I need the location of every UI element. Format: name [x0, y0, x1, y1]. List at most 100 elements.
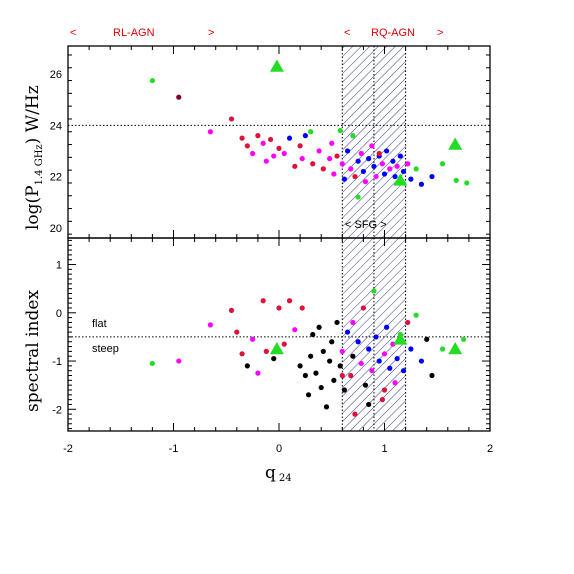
- top-ylabel-main: log(P: [23, 185, 43, 230]
- bottom-point: [384, 324, 390, 330]
- bottom-point: [371, 288, 377, 294]
- bottom-point: [318, 384, 324, 391]
- top-point: [149, 77, 155, 84]
- x-tick-label: -2: [63, 443, 73, 455]
- bottom-point: [369, 368, 375, 374]
- top-point: [339, 161, 345, 167]
- bottom-point: [316, 324, 322, 330]
- bottom-point: [337, 363, 343, 369]
- bottom-point: [429, 372, 435, 379]
- top-point: [418, 181, 425, 187]
- bottom-point: [271, 356, 277, 362]
- sfg-band-top: [341, 46, 407, 238]
- bottom-point: [228, 307, 235, 313]
- top-point: [369, 143, 375, 149]
- bottom-point: [260, 298, 266, 304]
- top-point: [344, 148, 351, 154]
- sfg-label: < SFG >: [345, 219, 387, 231]
- rq-agn-label: RQ-AGN: [371, 27, 415, 39]
- rq-agn-right-arrow: >: [437, 27, 443, 39]
- top-point: [366, 156, 372, 162]
- top-point: [286, 135, 293, 141]
- top-point: [320, 166, 326, 172]
- top-point: [316, 148, 322, 154]
- bottom-y-tick-label: -1: [52, 356, 62, 368]
- top-point: [207, 129, 214, 135]
- top-y-tick-label: 24: [50, 120, 62, 132]
- top-point: [244, 143, 250, 149]
- bottom-point: [323, 404, 330, 410]
- top-y-tick-label: 22: [50, 172, 62, 184]
- bottom-point: [329, 339, 335, 345]
- top-triangle-marker: [269, 59, 284, 72]
- top-point: [397, 153, 403, 159]
- top-point: [310, 161, 316, 167]
- top-point: [276, 145, 282, 151]
- top-y-tick-label: 20: [50, 223, 62, 235]
- bottom-point: [379, 397, 385, 403]
- bottom-point: [376, 358, 382, 364]
- bottom-point: [308, 353, 314, 359]
- bottom-point: [352, 411, 358, 417]
- top-point: [429, 173, 435, 180]
- axis-ticks: [67, 46, 491, 431]
- top-point: [390, 158, 396, 164]
- top-ylabel-end: ) W/Hz: [23, 85, 43, 144]
- top-point: [371, 163, 377, 169]
- bottom-point: [302, 372, 308, 379]
- bottom-point: [355, 339, 361, 345]
- bottom-point: [366, 346, 372, 352]
- top-point: [292, 163, 298, 169]
- bottom-y-tick-label: 1: [56, 260, 62, 272]
- bottom-point: [286, 298, 293, 304]
- reference-lines: [68, 124, 490, 338]
- top-point: [355, 158, 361, 164]
- top-point: [302, 133, 308, 139]
- rl-agn-right-arrow: >: [208, 27, 214, 39]
- bottom-y-tick-label: 0: [56, 308, 62, 320]
- top-point: [297, 143, 303, 149]
- bottom-point: [348, 372, 354, 379]
- bottom-point: [341, 387, 348, 393]
- top-point: [263, 158, 269, 164]
- bottom-point: [360, 305, 366, 311]
- bottom-triangle-marker: [448, 341, 463, 355]
- rl-agn-label: RL-AGN: [113, 27, 155, 39]
- top-point: [376, 150, 382, 157]
- sfg-band-bottom: [341, 238, 407, 431]
- top-point: [400, 168, 407, 175]
- top-point: [453, 177, 459, 183]
- top-point: [350, 133, 356, 139]
- bottom-point: [339, 372, 345, 379]
- top-ylabel: log(P1.4 GHz) W/Hz: [23, 85, 45, 230]
- bottom-point: [276, 305, 282, 311]
- bottom-point: [392, 380, 398, 386]
- bottom-point: [394, 356, 400, 362]
- x-tick-label: -1: [169, 443, 179, 455]
- bottom-point: [344, 329, 351, 335]
- bottom-point: [413, 312, 419, 318]
- bottom-point: [362, 382, 369, 388]
- bottom-panel-frame: [67, 237, 491, 432]
- bottom-point: [390, 341, 396, 347]
- top-point: [405, 161, 411, 167]
- x-tick-label: 2: [487, 443, 493, 455]
- bottom-point: [305, 392, 312, 398]
- top-point: [329, 140, 335, 146]
- top-point: [384, 148, 390, 154]
- top-y-tick-label: 26: [50, 69, 62, 81]
- top-panel-frame: [67, 45, 491, 239]
- top-point: [348, 166, 354, 172]
- bottom-point: [244, 363, 250, 369]
- bottom-point: [461, 336, 467, 342]
- top-point: [341, 176, 348, 182]
- steep-label: steep: [92, 343, 119, 355]
- top-point: [408, 176, 414, 182]
- xlabel-main: q: [265, 463, 276, 483]
- top-point: [327, 156, 333, 162]
- bottom-point: [207, 322, 214, 328]
- top-point: [379, 161, 385, 167]
- bottom-point: [334, 319, 340, 326]
- top-point: [337, 127, 343, 134]
